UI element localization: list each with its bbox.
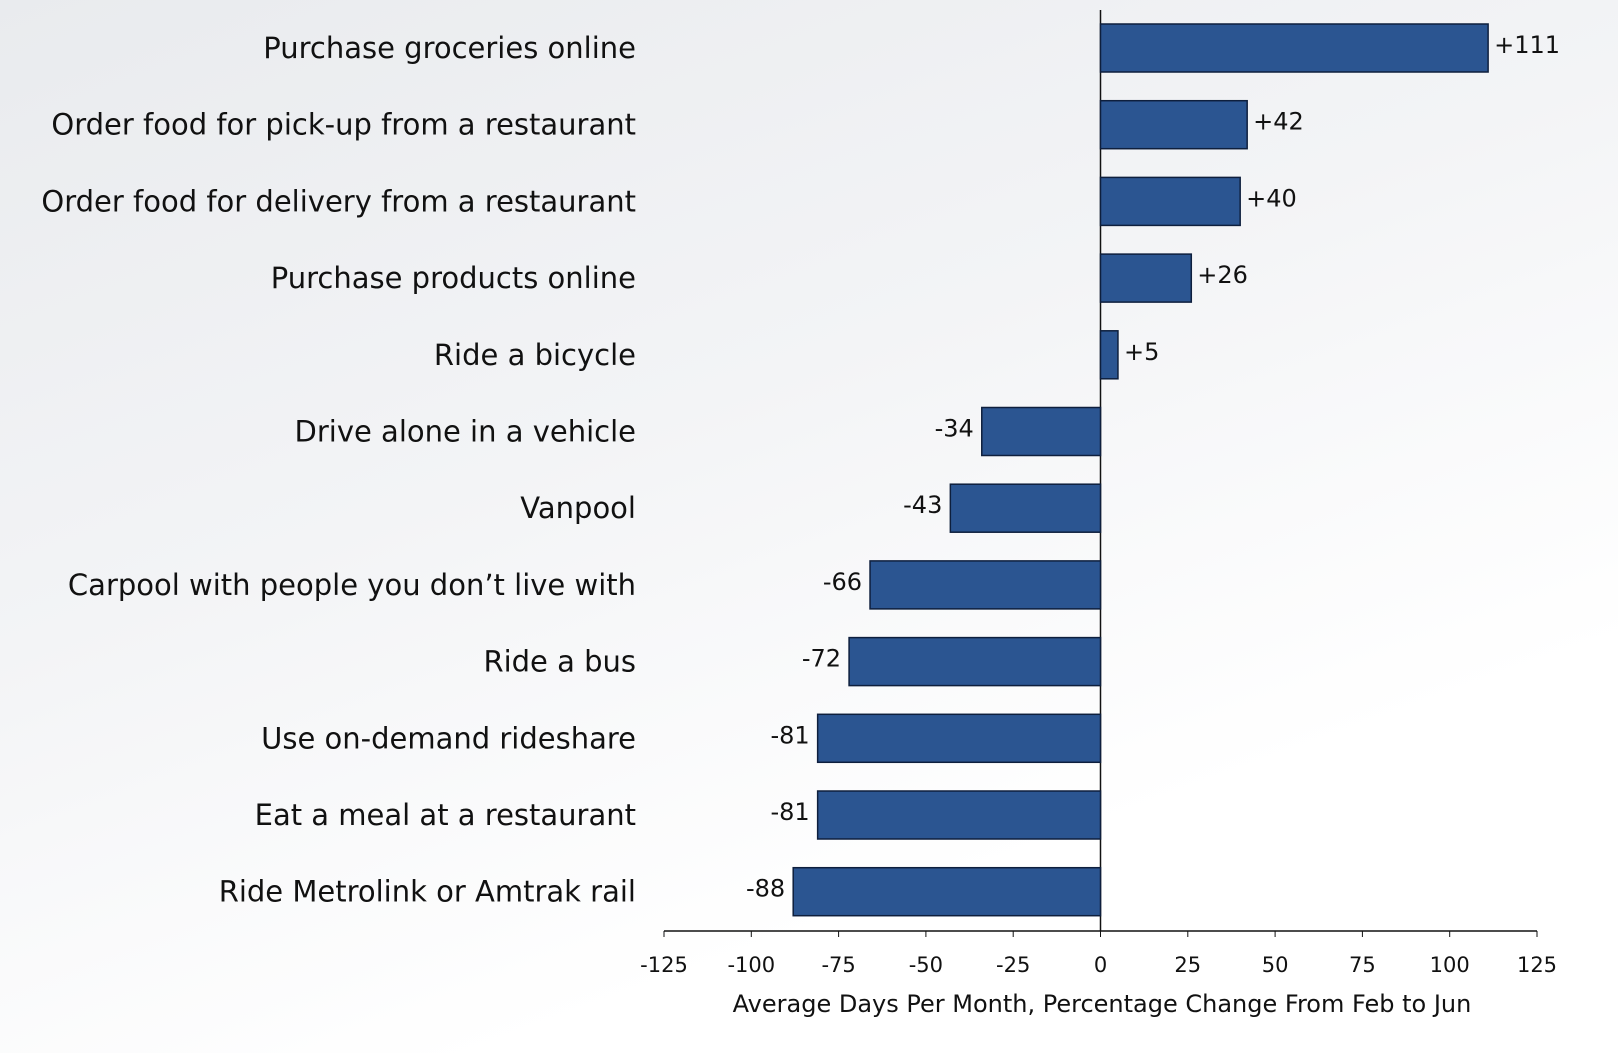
bar xyxy=(792,866,1102,917)
bar xyxy=(1099,99,1248,150)
x-tick-label: 50 xyxy=(1262,953,1289,977)
x-axis-label: Average Days Per Month, Percentage Chang… xyxy=(733,990,1472,1018)
y-tick-label: Purchase groceries online xyxy=(263,31,636,65)
x-tick-label: -25 xyxy=(996,953,1030,977)
bar xyxy=(848,636,1102,687)
bar xyxy=(949,483,1102,533)
bar xyxy=(981,406,1102,457)
y-tick-label: Ride a bus xyxy=(483,645,636,679)
data-label: +5 xyxy=(1124,338,1159,366)
y-tick-label: Purchase products online xyxy=(271,261,636,295)
x-tick-label: -50 xyxy=(909,953,943,977)
data-label: +42 xyxy=(1253,108,1304,136)
x-tick-label: -75 xyxy=(821,953,855,977)
x-tick-label: 100 xyxy=(1430,953,1470,977)
data-label: -34 xyxy=(935,415,974,443)
x-tick-label: 0 xyxy=(1094,953,1107,977)
data-label: -66 xyxy=(823,568,862,596)
y-tick-label: Eat a meal at a restaurant xyxy=(255,798,636,832)
data-label: -72 xyxy=(802,645,841,673)
y-tick-label: Use on-demand rideshare xyxy=(261,721,636,755)
data-label: +40 xyxy=(1246,184,1297,212)
y-tick-label: Carpool with people you don’t live with xyxy=(68,568,636,602)
x-tick-label: 75 xyxy=(1349,953,1376,977)
data-label: +111 xyxy=(1494,31,1560,59)
x-tick-label: 25 xyxy=(1174,953,1201,977)
x-tick-label: -125 xyxy=(640,953,688,977)
bar xyxy=(1099,330,1119,380)
bar xyxy=(1099,253,1193,303)
y-tick-label: Ride Metrolink or Amtrak rail xyxy=(219,875,636,909)
bar xyxy=(816,790,1102,840)
y-tick-label: Ride a bicycle xyxy=(434,338,636,372)
y-tick-label: Drive alone in a vehicle xyxy=(295,415,636,449)
bar xyxy=(1099,176,1241,227)
bar xyxy=(869,560,1102,610)
data-label: -88 xyxy=(746,875,785,903)
x-tick-label: -100 xyxy=(727,953,775,977)
bar xyxy=(1099,23,1489,73)
data-label: -81 xyxy=(770,721,809,749)
data-label: +26 xyxy=(1197,261,1248,289)
x-tick-label: 125 xyxy=(1517,953,1557,977)
bar xyxy=(816,713,1102,764)
y-tick-label: Order food for delivery from a restauran… xyxy=(41,184,636,218)
y-tick-label: Vanpool xyxy=(520,491,636,525)
y-tick-label: Order food for pick-up from a restaurant xyxy=(51,108,636,142)
data-label: -81 xyxy=(770,798,809,826)
data-label: -43 xyxy=(903,491,942,519)
